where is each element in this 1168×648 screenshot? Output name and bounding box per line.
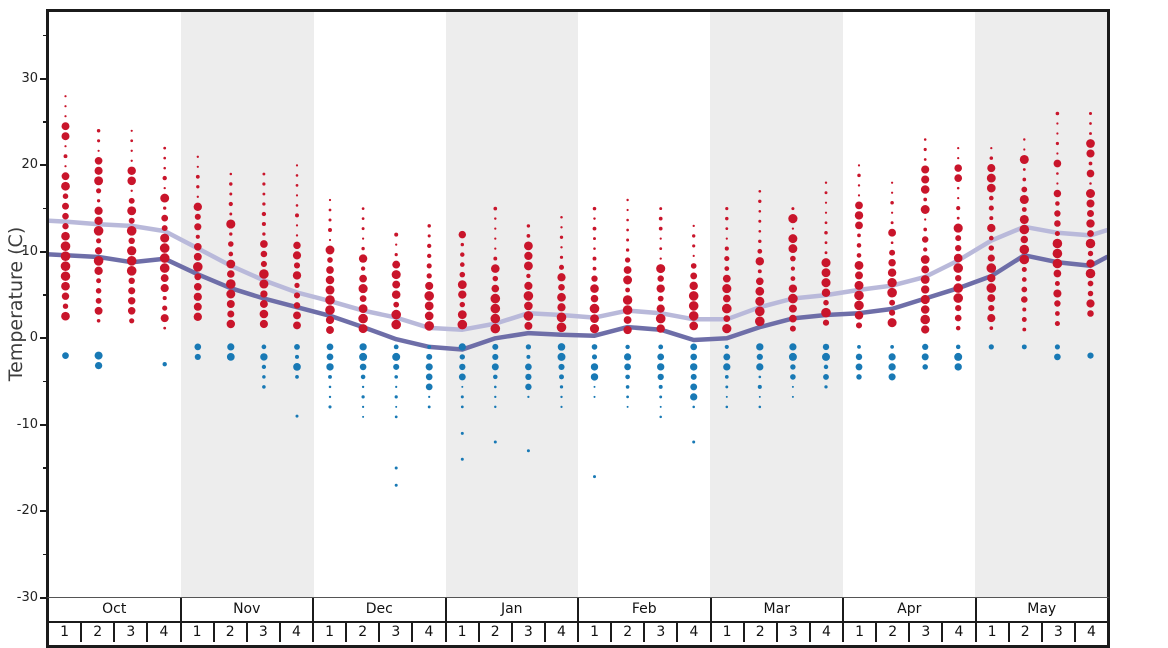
month-shade-band	[445, 12, 578, 597]
week-number-cell: 4	[413, 623, 447, 642]
y-tick-mark	[40, 423, 47, 426]
week-number-cell: 1	[182, 623, 215, 642]
week-number-cell: 4	[1086, 624, 1096, 640]
y-minor-tick-mark	[43, 380, 47, 383]
y-minor-tick-mark	[43, 294, 47, 296]
week-number-cell: 2	[877, 623, 911, 642]
week-number-cell: 4	[281, 623, 314, 642]
month-label-feb: Feb	[579, 598, 712, 621]
average-high-line	[49, 218, 1107, 332]
month-shade-band	[974, 12, 1107, 597]
week-number-cell: 2	[480, 623, 513, 642]
y-tick-label: -10	[16, 416, 38, 432]
average-low-line	[49, 252, 1107, 352]
week-number-cell: 3	[248, 623, 281, 642]
week-number-cell: 4	[678, 623, 712, 642]
y-minor-tick-mark	[43, 34, 47, 37]
week-number-cell: 1	[314, 623, 348, 642]
plot-canvas	[49, 12, 1107, 597]
week-number-cell: 1	[49, 623, 83, 642]
week-number-cell: 3	[513, 623, 546, 642]
chart-canvas	[49, 95, 1107, 487]
y-tick-mark	[40, 337, 47, 340]
week-number-cell: 3	[1043, 623, 1076, 642]
week-number-cell: 3	[778, 623, 811, 642]
y-minor-tick-mark	[43, 553, 47, 556]
y-tick-label: -20	[16, 503, 38, 519]
y-tick-mark	[40, 164, 47, 167]
week-number-cell: 3	[645, 623, 679, 642]
month-label-nov: Nov	[182, 598, 314, 621]
month-label-dec: Dec	[314, 598, 447, 621]
week-number-cell: 4	[546, 623, 579, 642]
week-number-cell: 1	[712, 623, 745, 642]
y-tick-label: -30	[16, 589, 38, 605]
y-tick-mark	[40, 77, 47, 80]
month-label-oct: Oct	[49, 598, 182, 621]
week-number-cell: 2	[347, 623, 381, 642]
week-number-cell: 3	[910, 623, 944, 642]
week-number-cell: 4	[148, 623, 182, 642]
week-number-cell: 1	[977, 623, 1010, 642]
week-number-cell: 1	[844, 623, 878, 642]
y-minor-tick-mark	[43, 121, 47, 123]
y-tick-mark	[40, 250, 47, 253]
y-tick-label: 10	[21, 243, 38, 259]
month-label-apr: Apr	[844, 598, 977, 621]
week-number-cell: 4	[943, 623, 977, 642]
y-tick-label: 0	[29, 330, 38, 346]
above-freezing-dots	[60, 95, 1096, 335]
week-number-cell: 2	[215, 623, 248, 642]
below-freezing-dots	[62, 343, 1094, 487]
month-label-jan: Jan	[447, 598, 579, 621]
month-row: Oct Nov Dec Jan Feb Mar Apr May	[49, 598, 1107, 623]
month-label-may: May	[1027, 601, 1057, 617]
y-minor-tick-mark	[43, 467, 47, 469]
week-number-cell: 2	[612, 623, 646, 642]
week-number-cell: 2	[745, 623, 778, 642]
plot-area	[46, 9, 1110, 598]
week-number-cell: 3	[115, 623, 149, 642]
week-number-cell: 2	[1010, 623, 1043, 642]
y-minor-tick-mark	[43, 207, 47, 210]
week-number-cell: 2	[82, 623, 116, 642]
week-number-cell: 1	[579, 623, 613, 642]
week-number-cell: 1	[447, 623, 480, 642]
y-tick-mark	[40, 596, 47, 599]
week-number-cell: 4	[811, 623, 844, 642]
week-number-cell: 3	[380, 623, 414, 642]
y-tick-mark	[40, 510, 47, 513]
month-label-mar: Mar	[712, 598, 844, 621]
y-tick-label: 20	[21, 157, 38, 173]
y-tick-label: 30	[21, 70, 38, 86]
